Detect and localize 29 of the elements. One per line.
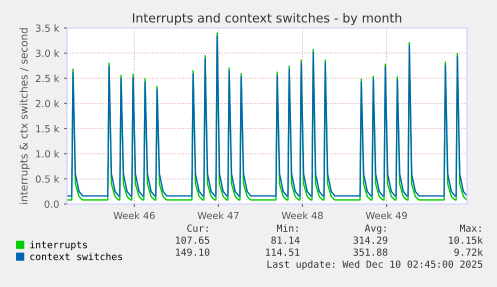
legend-label: interrupts bbox=[30, 240, 87, 250]
y-tick-label: 1.5 k bbox=[36, 124, 60, 132]
text: 10.15k bbox=[449, 236, 483, 244]
text: 107.65 bbox=[176, 236, 210, 244]
text: Avg: bbox=[364, 224, 386, 234]
text: Cur: bbox=[187, 224, 208, 232]
y-axis-title: interrupts & ctx switches / second bbox=[20, 28, 30, 204]
y-tick-label: 2.5 k bbox=[36, 74, 60, 82]
text: Last update: Wed Dec 10 02:45:00 2025 bbox=[267, 260, 482, 270]
legend-label: context switches bbox=[30, 252, 122, 260]
y-tick-label: 0.0 bbox=[44, 200, 59, 208]
text: Max: bbox=[460, 224, 481, 232]
y-tick-label: 0.5 k bbox=[36, 175, 60, 183]
text: 314.29 bbox=[354, 236, 388, 244]
x-tick-label: Week 47 bbox=[198, 212, 239, 220]
text: 81.14 bbox=[271, 236, 300, 244]
y-tick-label: 3.5 k bbox=[36, 24, 60, 32]
x-tick-label: Week 48 bbox=[282, 212, 323, 220]
text: 149.10 bbox=[176, 248, 210, 256]
x-tick-label: Week 46 bbox=[114, 212, 155, 220]
chart-title: Interrupts and context switches - by month bbox=[132, 12, 402, 26]
text: Min: bbox=[276, 224, 298, 232]
x-tick-label: Week 49 bbox=[366, 212, 407, 220]
y-tick-label: 3.0 k bbox=[36, 49, 60, 57]
text: 114.51 bbox=[266, 248, 300, 256]
text: 9.72k bbox=[454, 248, 483, 256]
y-tick-label: 2.0 k bbox=[36, 100, 60, 108]
y-tick-label: 1.0 k bbox=[36, 150, 60, 158]
text: 351.88 bbox=[354, 248, 388, 256]
